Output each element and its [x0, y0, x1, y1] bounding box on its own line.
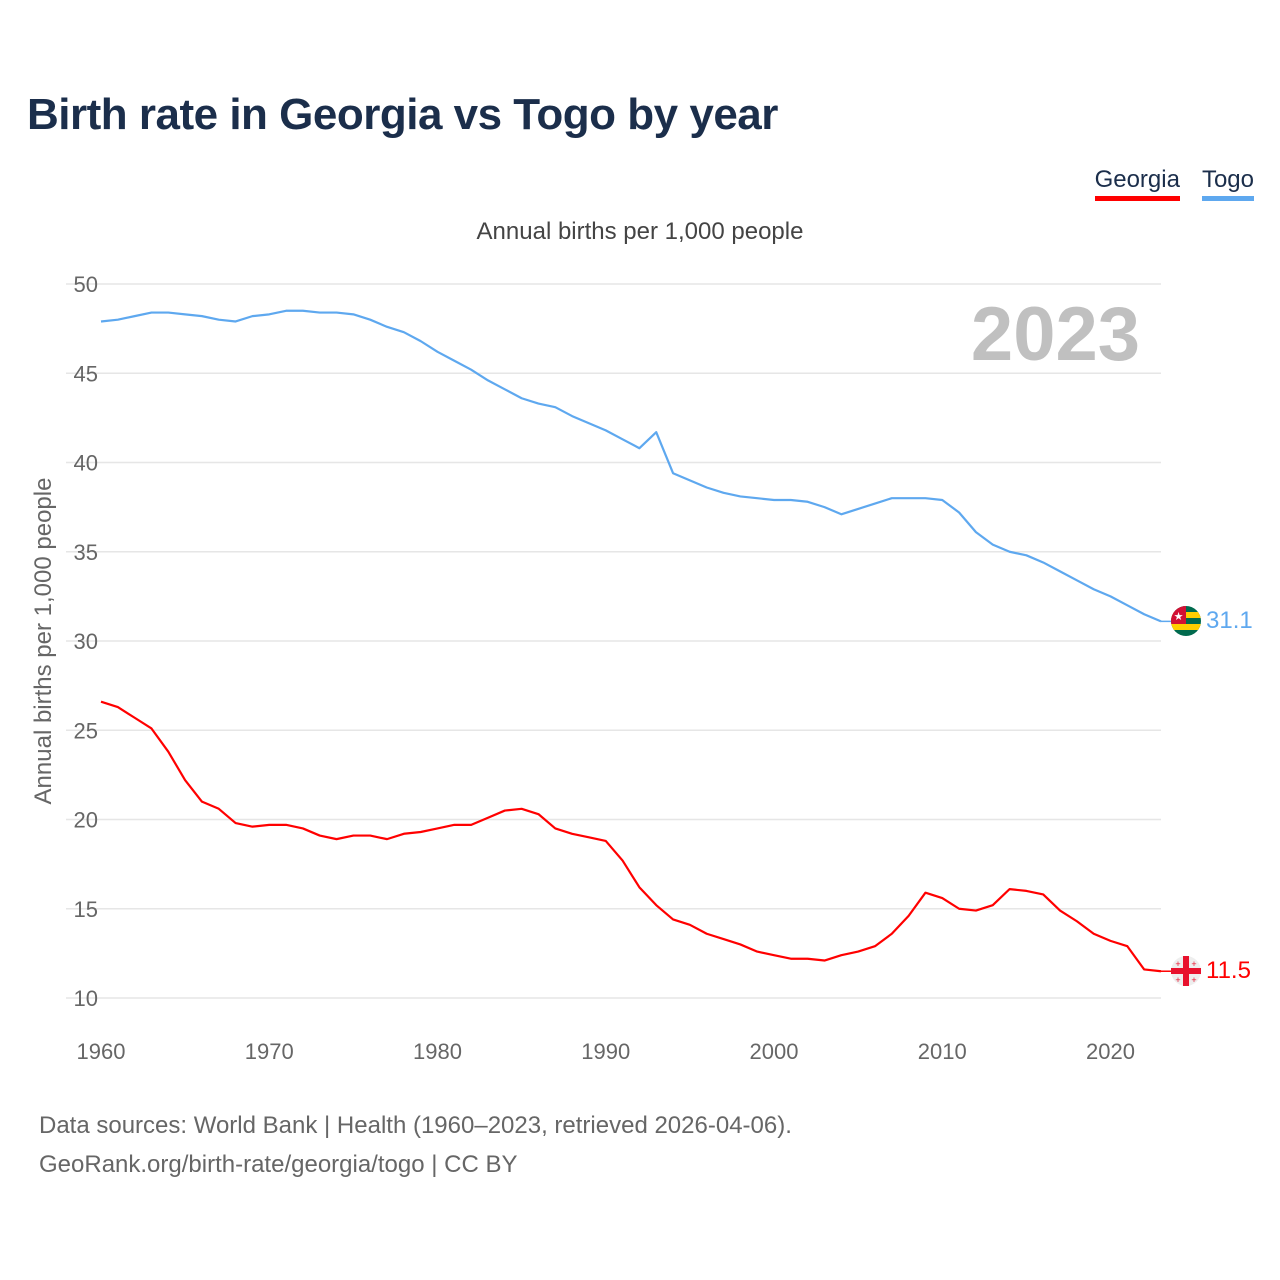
x-tick-label: 2020	[1086, 1039, 1135, 1064]
y-tick-label: 20	[74, 808, 98, 833]
y-tick-label: 35	[74, 540, 98, 565]
y-tick-label: 50	[74, 272, 98, 297]
georgia-end-label: 11.5	[1206, 957, 1251, 984]
y-axis-label: Annual births per 1,000 people	[30, 478, 57, 805]
x-tick-label: 2000	[750, 1039, 799, 1064]
svg-text:+: +	[1191, 959, 1196, 969]
x-tick-label: 2010	[918, 1039, 967, 1064]
togo-flag-icon: ★	[1171, 606, 1201, 636]
x-tick-label: 1970	[245, 1039, 294, 1064]
x-tick-label: 1990	[581, 1039, 630, 1064]
year-watermark: 2023	[971, 292, 1140, 377]
svg-text:+: +	[1175, 975, 1180, 985]
legend-togo[interactable]: Togo	[1201, 166, 1254, 201]
y-tick-label: 30	[74, 629, 98, 654]
source-note: Data sources: World Bank | Health (1960–…	[39, 1106, 792, 1184]
y-tick-label: 40	[74, 451, 98, 476]
x-tick-label: 1980	[413, 1039, 462, 1064]
y-tick-label: 10	[74, 986, 98, 1011]
svg-text:+: +	[1175, 959, 1180, 969]
x-tick-label: 1960	[77, 1039, 126, 1064]
chart-title: Birth rate in Georgia vs Togo by year	[27, 90, 778, 139]
svg-text:★: ★	[1174, 611, 1184, 623]
svg-text:+: +	[1191, 975, 1196, 985]
georgia-flag-icon: + + + +	[1171, 956, 1201, 986]
source-line-2[interactable]: GeoRank.org/birth-rate/georgia/togo | CC…	[39, 1151, 518, 1178]
y-tick-label: 15	[74, 897, 98, 922]
series-line-togo[interactable]	[100, 309, 1162, 623]
togo-end-label: 31.1	[1206, 607, 1253, 634]
chart-subtitle: Annual births per 1,000 people	[476, 218, 804, 245]
legend-georgia[interactable]: Georgia	[1094, 166, 1180, 201]
source-line-1: Data sources: World Bank | Health (1960–…	[39, 1112, 792, 1139]
series-line-georgia[interactable]	[100, 700, 1162, 973]
y-tick-label: 25	[74, 718, 98, 743]
legend: Georgia Togo	[1094, 166, 1254, 201]
y-tick-label: 45	[74, 361, 98, 386]
